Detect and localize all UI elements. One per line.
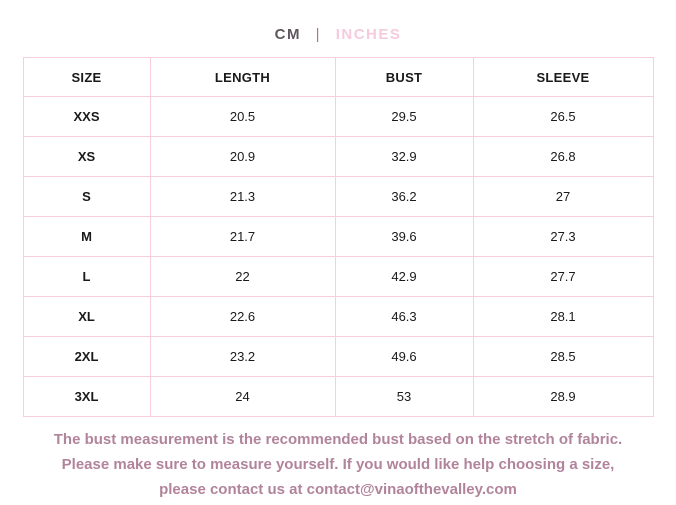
bust-value: 46.3 (334, 296, 474, 337)
sleeve-value: 27.7 (472, 256, 654, 297)
length-value: 21.3 (149, 176, 336, 217)
unit-separator: | (315, 26, 322, 43)
length-value: 20.5 (149, 96, 336, 137)
header-bust: BUST (334, 57, 474, 97)
header-sleeve: SLEEVE (472, 57, 654, 97)
bust-value: 32.9 (334, 136, 474, 177)
footer-line-3: please contact us at contact@vinaoftheva… (159, 481, 517, 498)
unit-toggle: CM | INCHES (0, 0, 676, 43)
sleeve-value: 28.1 (472, 296, 654, 337)
size-label: XS (22, 136, 151, 177)
table-row: XS 20.9 32.9 26.8 (22, 136, 654, 177)
length-value: 22 (149, 256, 336, 297)
table-row: XXS 20.5 29.5 26.5 (22, 96, 654, 137)
size-label: 2XL (22, 336, 151, 377)
header-length: LENGTH (149, 57, 336, 97)
unit-inches-button[interactable]: INCHES (335, 26, 402, 43)
size-label: XL (22, 296, 151, 337)
table-row: 3XL 24 53 28.9 (22, 376, 654, 417)
size-chart-table: SIZE LENGTH BUST SLEEVE XXS 20.5 29.5 26… (22, 57, 654, 417)
sleeve-value: 27 (472, 176, 654, 217)
sleeve-value: 26.8 (472, 136, 654, 177)
table-row: M 21.7 39.6 27.3 (22, 216, 654, 257)
table-header-row: SIZE LENGTH BUST SLEEVE (22, 57, 654, 97)
sleeve-value: 26.5 (472, 96, 654, 137)
header-size: SIZE (22, 57, 151, 97)
size-label: 3XL (22, 376, 151, 417)
table-row: 2XL 23.2 49.6 28.5 (22, 336, 654, 377)
bust-value: 36.2 (334, 176, 474, 217)
unit-cm-button[interactable]: CM (274, 26, 301, 43)
length-value: 23.2 (149, 336, 336, 377)
table-row: L 22 42.9 27.7 (22, 256, 654, 297)
size-label: M (22, 216, 151, 257)
bust-value: 53 (334, 376, 474, 417)
size-label: XXS (22, 96, 151, 137)
length-value: 20.9 (149, 136, 336, 177)
sleeve-value: 27.3 (472, 216, 654, 257)
table-row: XL 22.6 46.3 28.1 (22, 296, 654, 337)
bust-value: 42.9 (334, 256, 474, 297)
bust-value: 29.5 (334, 96, 474, 137)
sleeve-value: 28.5 (472, 336, 654, 377)
size-label: L (22, 256, 151, 297)
length-value: 21.7 (149, 216, 336, 257)
bust-value: 49.6 (334, 336, 474, 377)
footer-line-1: The bust measurement is the recommended … (53, 431, 623, 448)
footer-line-2: Please make sure to measure yourself. If… (61, 456, 615, 473)
size-label: S (22, 176, 151, 217)
length-value: 22.6 (149, 296, 336, 337)
length-value: 24 (149, 376, 336, 417)
sleeve-value: 28.9 (472, 376, 654, 417)
bust-value: 39.6 (334, 216, 474, 257)
table-row: S 21.3 36.2 27 (22, 176, 654, 217)
footer-note: The bust measurement is the recommended … (0, 427, 676, 502)
